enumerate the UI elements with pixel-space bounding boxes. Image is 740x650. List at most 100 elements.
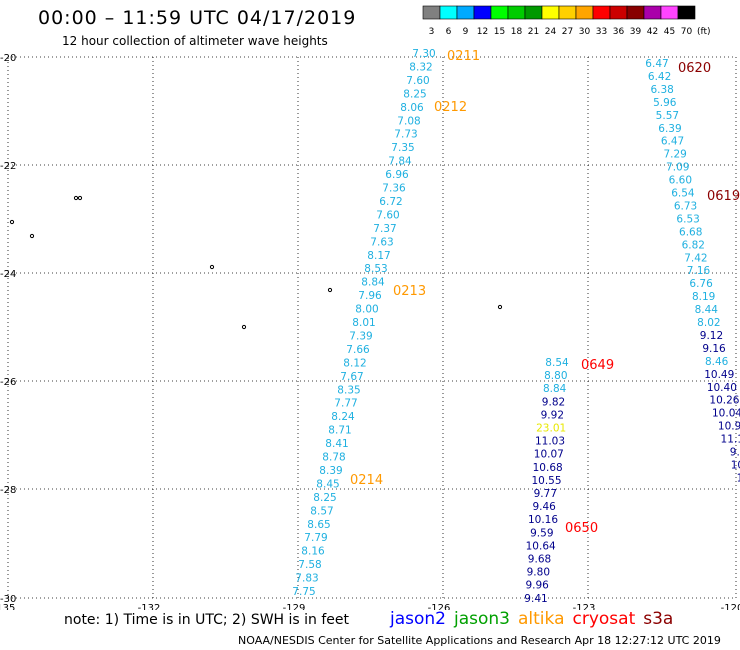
wave-height-value: 6.54: [671, 188, 695, 200]
wave-height-value: 10.16: [528, 514, 558, 526]
colorbar-label: 9: [463, 27, 469, 37]
wave-height-value: 7.67: [340, 371, 363, 383]
wave-height-value: 6.72: [379, 196, 402, 208]
wave-height-value: 7.39: [349, 330, 372, 342]
wave-height-value: 7.66: [346, 344, 370, 356]
colorbar-label: 21: [528, 27, 539, 37]
wave-height-value: 8.54: [545, 357, 569, 369]
colorbar-label: 36: [613, 27, 625, 37]
wave-height-value: 9.: [730, 447, 740, 459]
wave-height-value: 7.79: [304, 532, 327, 544]
longitude-tick-label: -132: [138, 603, 161, 610]
wave-height-value: 7.16: [687, 265, 711, 277]
axis-ticks: -135 -132 -129 -126 -123 -120 -20 -22 -24 -26 -28 -…: [0, 53, 740, 610]
legend-s3a: s3a: [643, 609, 674, 629]
wave-height-value: 6.47: [661, 136, 684, 148]
wave-height-value: 7.29: [663, 149, 686, 161]
longitude-tick-label: -123: [573, 603, 596, 610]
colorbar-label: 24: [545, 27, 557, 37]
wave-height-value: 8.02: [697, 317, 720, 329]
map-subtitle: 12 hour collection of altimeter wave hei…: [62, 34, 328, 48]
legend-altika: altika: [518, 609, 565, 629]
island-marker: [209, 264, 215, 270]
wave-height-value: 8.00: [355, 304, 378, 316]
wave-height-value: 8.84: [361, 277, 385, 289]
legend-cryosat: cryosat: [572, 609, 636, 629]
wave-height-value: 10.07: [534, 449, 564, 461]
colorbar-label: 12: [477, 27, 488, 37]
wave-height-value: 8.16: [301, 546, 325, 558]
wave-height-value: 7.08: [397, 115, 420, 127]
wave-height-value: 5.57: [656, 110, 679, 122]
latitude-tick-label: -20: [0, 53, 16, 64]
wave-height-value: 8.25: [403, 88, 426, 100]
map-title: 00:00 – 11:59 UTC 04/17/2019: [38, 7, 357, 29]
wave-height-value: 9.80: [527, 567, 550, 579]
legend-jason2: jason2: [390, 609, 446, 629]
latitude-tick-label: -26: [0, 377, 16, 388]
wave-height-value: 6.76: [689, 278, 713, 290]
colorbar-label: 6: [446, 27, 452, 37]
wave-height-value: 5.96: [653, 97, 677, 109]
wave-height-value: 6.47: [645, 58, 668, 70]
wave-height-value: 8.45: [316, 478, 339, 490]
wave-height-value: 8.19: [692, 291, 715, 303]
wave-height-value: 10: [731, 459, 740, 471]
wave-height-value: 6.39: [658, 123, 681, 135]
altimeter-labels: 7.308.327.608.258.067.087.737.357.846.96…: [292, 48, 740, 605]
wave-height-value: 8.06: [400, 102, 424, 114]
wave-height-value: 9.82: [542, 396, 565, 408]
wave-height-value: 6.60: [669, 175, 692, 187]
wave-height-value: 8.41: [325, 438, 348, 450]
wave-height-value: 8.35: [337, 384, 360, 396]
wave-height-value: 8.46: [705, 356, 729, 368]
wave-height-value: 6.82: [682, 239, 705, 251]
wave-height-value: 10.40: [707, 382, 737, 394]
colorbar-label: 3: [429, 27, 435, 37]
wave-height-value: 8.01: [352, 317, 375, 329]
latitude-tick-label: -30: [0, 594, 16, 605]
wave-height-value: 7.83: [295, 573, 318, 585]
wave-height-value: 9.16: [702, 343, 726, 355]
island-marker: [241, 324, 247, 330]
wave-height-value: 8.80: [544, 370, 567, 382]
pass-time-label: 0214: [350, 473, 383, 488]
wave-height-value: 8.17: [367, 250, 390, 262]
lat-lon-grid: [7, 56, 737, 599]
colorbar-label: 27: [562, 27, 573, 37]
wave-height-value: 8.24: [331, 411, 355, 423]
wave-height-value: 7.96: [358, 290, 382, 302]
wave-height-value: 7.73: [394, 129, 417, 141]
wave-height-value: 8.12: [343, 357, 366, 369]
wave-height-value: 10.55: [531, 475, 561, 487]
wave-height-value: 9.46: [532, 501, 556, 513]
wave-height-value: 7.60: [376, 209, 399, 221]
wave-height-value: 6.42: [648, 71, 671, 83]
island-marker: [73, 195, 79, 201]
wave-height-value: 7.09: [666, 162, 689, 174]
wave-height-value: 11.03: [535, 436, 565, 448]
island-marker: [29, 233, 35, 239]
legend-jason3: jason3: [454, 609, 510, 629]
colorbar-label: 39: [630, 27, 642, 37]
wave-height-value: 7.75: [292, 586, 315, 598]
wave-height-value: 7.58: [298, 559, 321, 571]
wave-height-value: 7.35: [391, 142, 414, 154]
wave-height-value: 7.84: [388, 156, 412, 168]
wave-height-value: 6.73: [674, 200, 697, 212]
wave-height-value: 10.49: [704, 369, 734, 381]
credit-text: NOAA/NESDIS Center for Satellite Applica…: [238, 634, 721, 647]
pass-time-label: 0620: [678, 61, 711, 76]
colorbar-swatch: [677, 5, 696, 20]
longitude-tick-label: -126: [428, 603, 451, 610]
wave-height-value: 9.41: [524, 593, 547, 605]
wave-height-value: 7.60: [406, 75, 429, 87]
colorbar-label: 42: [647, 27, 658, 37]
wave-height-value: 6.96: [385, 169, 409, 181]
longitude-tick-label: -135: [0, 603, 15, 610]
wave-height-value: 7.36: [382, 183, 406, 195]
island-marker: [497, 304, 503, 310]
pass-time-label: 0619: [707, 189, 740, 204]
wave-height-value: 7.37: [373, 223, 396, 235]
wave-height-value: 9.68: [528, 554, 551, 566]
